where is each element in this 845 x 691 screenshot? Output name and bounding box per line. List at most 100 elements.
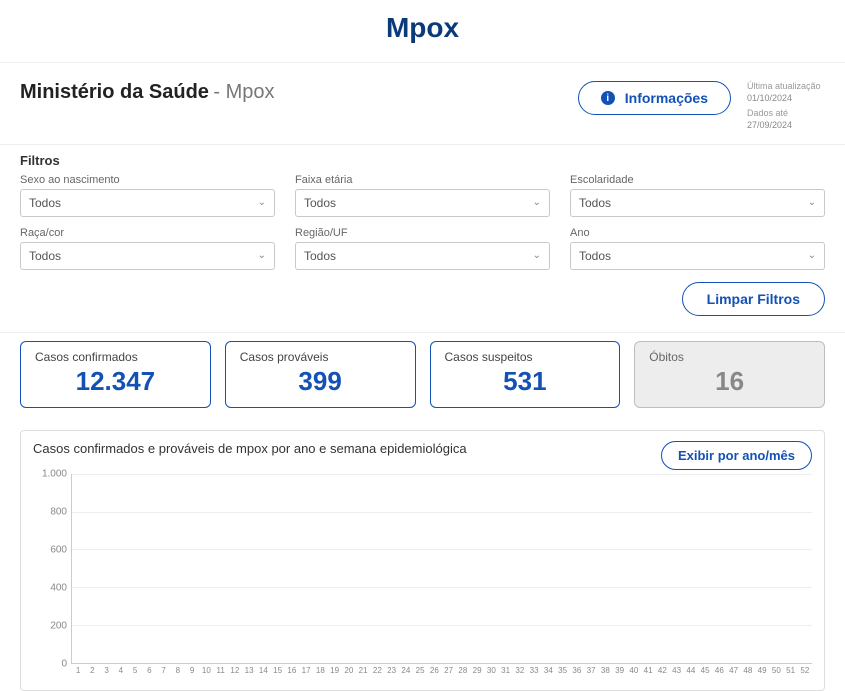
card-value: 531 [445, 366, 606, 397]
info-button[interactable]: i Informações [578, 81, 731, 115]
filter-grid: Sexo ao nascimento Todos ⌄ Faixa etária Todo… [20, 174, 825, 270]
header-row: Ministério da Saúde - Mpox i Informações… [0, 63, 845, 144]
x-tick-label: 44 [684, 666, 698, 675]
summary-card[interactable]: Casos confirmados12.347 [20, 341, 211, 408]
filter-select[interactable]: Todos⌄ [570, 242, 825, 270]
gridline [72, 512, 812, 513]
x-tick-label: 47 [727, 666, 741, 675]
x-tick-label: 13 [242, 666, 256, 675]
x-tick-label: 37 [584, 666, 598, 675]
x-tick-label: 14 [256, 666, 270, 675]
gridline [72, 625, 812, 626]
x-tick-label: 7 [157, 666, 171, 675]
x-tick-label: 23 [385, 666, 399, 675]
meta-datauntil-label: Dados até [747, 108, 825, 120]
clear-filters-button[interactable]: Limpar Filtros [682, 282, 825, 316]
x-tick-label: 52 [798, 666, 812, 675]
x-tick-label: 8 [171, 666, 185, 675]
x-tick-label: 9 [185, 666, 199, 675]
card-value: 12.347 [35, 366, 196, 397]
x-tick-label: 35 [556, 666, 570, 675]
chart-panel: Casos confirmados e prováveis de mpox po… [20, 430, 825, 691]
filter-select[interactable]: Todos ⌄ [20, 242, 275, 270]
y-tick-label: 200 [50, 620, 67, 631]
filter-value: Todos [304, 196, 336, 210]
filter-field: Ano Todos⌄ [570, 227, 825, 270]
x-tick-label: 5 [128, 666, 142, 675]
filter-field: Região/UF Todos⌄ [295, 227, 550, 270]
gridline [72, 474, 812, 475]
summary-card[interactable]: Casos prováveis 399 [225, 341, 416, 408]
y-axis: 02004006008001.000 [33, 474, 69, 664]
summary-card[interactable]: Casos suspeitos531 [430, 341, 621, 408]
chart-plot [71, 474, 812, 664]
chart-toggle-button[interactable]: Exibir por ano/mês [661, 441, 812, 470]
y-tick-label: 1.000 [42, 468, 67, 479]
filter-field: Escolaridade Todos ⌄ [570, 174, 825, 217]
meta-datauntil-value: 27/09/2024 [747, 120, 825, 132]
x-axis-labels: 1234567891011121314151617181920212223242… [71, 666, 812, 675]
chevron-down-icon: ⌄ [258, 250, 266, 261]
page-title: Mpox [0, 12, 845, 44]
card-label: Óbitos [649, 350, 810, 364]
filter-select[interactable]: Todos ⌄ [570, 189, 825, 217]
x-tick-label: 34 [541, 666, 555, 675]
x-tick-label: 49 [755, 666, 769, 675]
x-tick-label: 18 [313, 666, 327, 675]
x-tick-label: 43 [670, 666, 684, 675]
x-tick-label: 45 [698, 666, 712, 675]
x-tick-label: 24 [399, 666, 413, 675]
info-icon: i [601, 91, 615, 105]
summary-card[interactable]: Óbitos 16 [634, 341, 825, 408]
page-subtitle: - Mpox [213, 81, 274, 103]
filter-label: Escolaridade [570, 174, 825, 186]
filter-value: Todos [29, 249, 61, 263]
x-tick-label: 38 [598, 666, 612, 675]
page-title-banner: Mpox [0, 0, 845, 63]
x-tick-label: 50 [769, 666, 783, 675]
filter-select[interactable]: Todos⌄ [295, 189, 550, 217]
filter-value: Todos [579, 249, 611, 263]
filter-label: Ano [570, 227, 825, 239]
x-tick-label: 32 [513, 666, 527, 675]
x-tick-label: 42 [655, 666, 669, 675]
x-tick-label: 3 [100, 666, 114, 675]
gridline [72, 549, 812, 550]
x-tick-label: 40 [627, 666, 641, 675]
info-button-label: Informações [625, 90, 708, 106]
chart-area: 02004006008001.000 123456789101112131415… [33, 474, 812, 684]
filter-label: Sexo ao nascimento [20, 174, 275, 186]
x-tick-label: 26 [427, 666, 441, 675]
x-tick-label: 29 [470, 666, 484, 675]
x-tick-label: 22 [370, 666, 384, 675]
x-tick-label: 15 [271, 666, 285, 675]
y-tick-label: 800 [50, 506, 67, 517]
x-tick-label: 16 [285, 666, 299, 675]
x-tick-label: 39 [613, 666, 627, 675]
y-tick-label: 600 [50, 544, 67, 555]
card-value: 399 [240, 366, 401, 397]
x-tick-label: 48 [741, 666, 755, 675]
filter-value: Todos [29, 196, 61, 210]
filter-value: Todos [579, 196, 611, 210]
card-label: Casos prováveis [240, 350, 401, 364]
x-tick-label: 27 [442, 666, 456, 675]
filter-label: Região/UF [295, 227, 550, 239]
x-tick-label: 4 [114, 666, 128, 675]
card-value: 16 [649, 366, 810, 397]
x-tick-label: 19 [328, 666, 342, 675]
x-tick-label: 25 [413, 666, 427, 675]
x-tick-label: 12 [228, 666, 242, 675]
filter-label: Faixa etária [295, 174, 550, 186]
x-tick-label: 41 [641, 666, 655, 675]
chevron-down-icon: ⌄ [258, 197, 266, 208]
meta-update-value: 01/10/2024 [747, 93, 825, 105]
x-tick-label: 20 [342, 666, 356, 675]
x-tick-label: 28 [456, 666, 470, 675]
y-tick-label: 400 [50, 582, 67, 593]
org-name: Ministério da Saúde [20, 81, 209, 103]
x-tick-label: 17 [299, 666, 313, 675]
filter-select[interactable]: Todos⌄ [295, 242, 550, 270]
filter-select[interactable]: Todos ⌄ [20, 189, 275, 217]
chevron-down-icon: ⌄ [808, 197, 816, 208]
